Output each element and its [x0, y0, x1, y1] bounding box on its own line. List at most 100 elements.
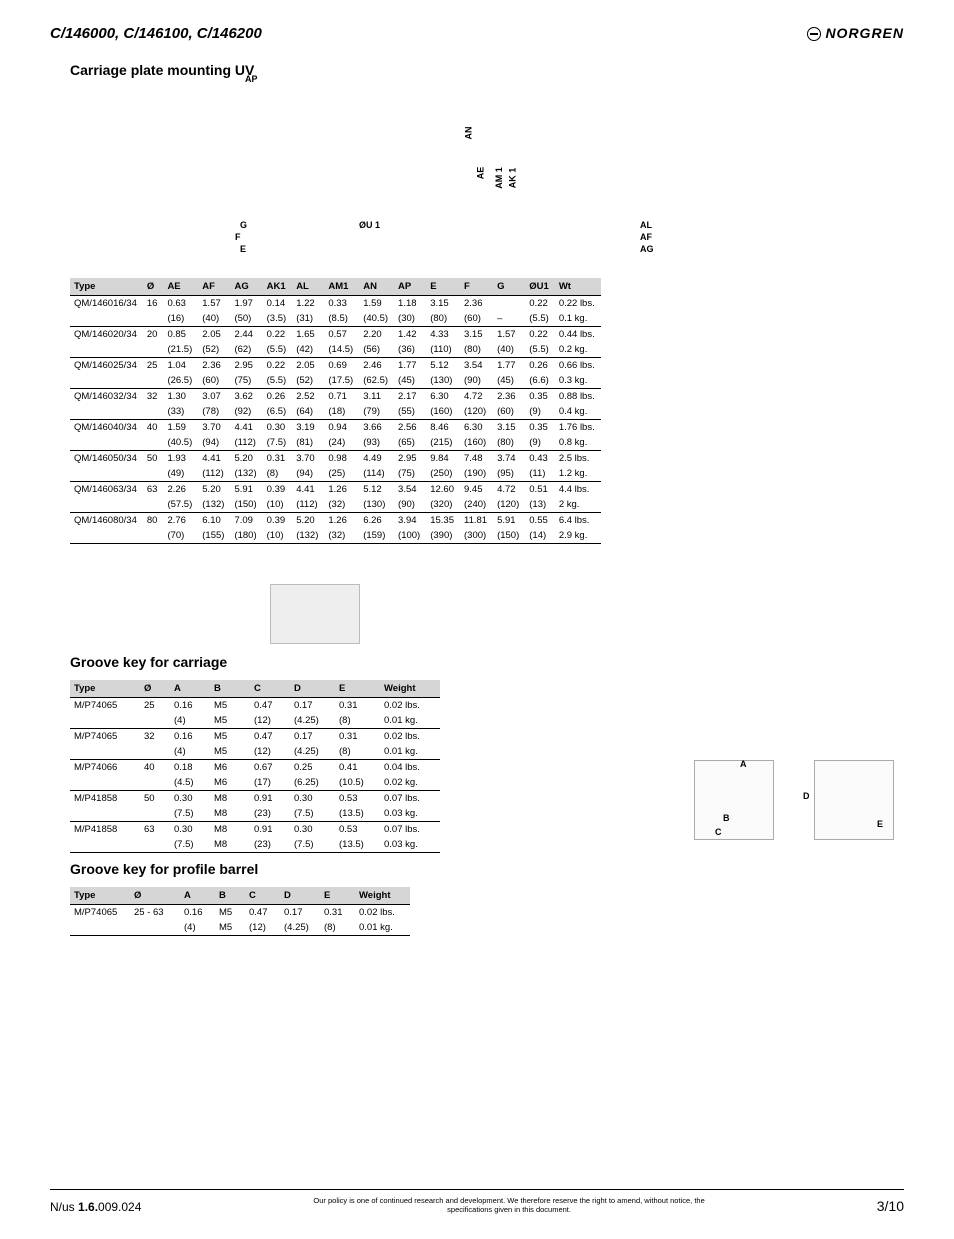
- table-header: D: [280, 887, 320, 905]
- groove-barrel-table: TypeØABCDEWeightM/P7406525 - 630.16M50.4…: [70, 887, 410, 936]
- table-row: (7.5)M8(23)(7.5)(13.5)0.03 kg.: [70, 806, 440, 822]
- table-row: QM/146032/34321.303.073.620.262.520.713.…: [70, 389, 601, 405]
- table-row: (49)(112)(132)(8)(94)(25)(114)(75)(250)(…: [70, 466, 601, 482]
- table-header: AP: [394, 278, 426, 296]
- table-header: F: [460, 278, 493, 296]
- table-row: QM/146025/34251.042.362.950.222.050.692.…: [70, 358, 601, 374]
- table-header: B: [210, 680, 250, 698]
- table-row: M/P7406525 - 630.16M50.470.170.310.02 lb…: [70, 905, 410, 921]
- table-header: E: [335, 680, 380, 698]
- small-diagram-side: D E: [814, 760, 894, 840]
- table-row: (26.5)(60)(75)(5.5)(52)(17.5)(62.5)(45)(…: [70, 373, 601, 389]
- table-header: E: [320, 887, 355, 905]
- dim-label: D: [803, 791, 810, 801]
- groove-key-image: [270, 584, 360, 644]
- table-header: C: [250, 680, 290, 698]
- table-header: E: [426, 278, 460, 296]
- table-row: (21.5)(52)(62)(5.5)(42)(14.5)(56)(36)(11…: [70, 342, 601, 358]
- table-row: (4)M5(12)(4.25)(8)0.01 kg.: [70, 920, 410, 936]
- table-header: Type: [70, 887, 130, 905]
- table-row: QM/146050/34501.934.415.200.313.700.984.…: [70, 451, 601, 467]
- dim-label: AF: [640, 232, 652, 242]
- brand-icon: [807, 27, 821, 41]
- document-title: C/146000, C/146100, C/146200: [50, 25, 262, 42]
- small-diagram-row: A B C D E: [694, 760, 894, 840]
- page-footer: N/us 1.6.009.024 Our policy is one of co…: [50, 1189, 904, 1214]
- table-header: B: [215, 887, 245, 905]
- table-header: AF: [198, 278, 230, 296]
- table-row: M/P41858630.30M80.910.300.530.07 lbs.: [70, 822, 440, 838]
- table-header: AK1: [263, 278, 293, 296]
- dim-label: E: [877, 819, 883, 829]
- table-header: Ø: [130, 887, 180, 905]
- carriage-plate-table: TypeØAEAFAGAK1ALAM1ANAPEFGØU1WtQM/146016…: [70, 278, 601, 544]
- table-header: A: [180, 887, 215, 905]
- table-row: (4)M5(12)(4.25)(8)0.01 kg.: [70, 744, 440, 760]
- brand-text: NORGREN: [825, 25, 904, 41]
- table-row: (33)(78)(92)(6.5)(64)(18)(79)(55)(160)(1…: [70, 404, 601, 420]
- table-row: M/P74065250.16M50.470.170.310.02 lbs.: [70, 698, 440, 714]
- table-row: (57.5)(132)(150)(10)(112)(32)(130)(90)(3…: [70, 497, 601, 513]
- table-row: M/P74065320.16M50.470.170.310.02 lbs.: [70, 729, 440, 745]
- table-row: (7.5)M8(23)(7.5)(13.5)0.03 kg.: [70, 837, 440, 853]
- table-header: Weight: [380, 680, 440, 698]
- dim-label: G: [240, 220, 247, 230]
- section-title-groove-barrel: Groove key for profile barrel: [70, 861, 904, 877]
- dim-label: AE: [475, 167, 485, 180]
- table-header: ØU1: [525, 278, 555, 296]
- dim-label: AM 1: [494, 167, 504, 189]
- table-row: QM/146040/34401.593.704.410.303.190.943.…: [70, 420, 601, 436]
- table-header: AN: [359, 278, 394, 296]
- diagram-front-view: AN AE AM 1 AK 1 AL AF AG: [480, 88, 750, 258]
- dim-label: AN: [464, 127, 474, 140]
- table-header: Type: [70, 680, 140, 698]
- table-header: C: [245, 887, 280, 905]
- dim-label: AL: [640, 220, 652, 230]
- dim-label: AG: [640, 244, 654, 254]
- small-diagram-top: A B C: [694, 760, 774, 840]
- table-header: AG: [230, 278, 262, 296]
- dim-label: AK 1: [507, 168, 517, 189]
- groove-carriage-table: TypeØABCDEWeightM/P74065250.16M50.470.17…: [70, 680, 440, 853]
- table-header: AE: [163, 278, 198, 296]
- table-row: QM/146020/34200.852.052.440.221.650.572.…: [70, 327, 601, 343]
- section-title-groove-carriage: Groove key for carriage: [70, 654, 904, 670]
- diagram-row: AP G F E ØU 1 AN AE AM 1 AK 1 AL AF AG: [120, 88, 904, 258]
- dim-label: F: [235, 232, 241, 242]
- table-row: QM/146080/34802.766.107.090.395.201.266.…: [70, 513, 601, 529]
- table-row: (40.5)(94)(112)(7.5)(81)(24)(93)(65)(215…: [70, 435, 601, 451]
- footer-doc-code: N/us 1.6.009.024: [50, 1200, 141, 1214]
- dim-label: A: [740, 759, 747, 769]
- table-header: Type: [70, 278, 143, 296]
- dim-label: E: [240, 244, 246, 254]
- table-row: (4.5)M6(17)(6.25)(10.5)0.02 kg.: [70, 775, 440, 791]
- table-header: AM1: [324, 278, 359, 296]
- table-header: Weight: [355, 887, 410, 905]
- dim-label: AP: [245, 74, 258, 84]
- table-header: Ø: [140, 680, 170, 698]
- footer-bold: 1.6.: [78, 1200, 98, 1214]
- table-header: G: [493, 278, 525, 296]
- section-title-carriage-plate: Carriage plate mounting UV: [70, 62, 904, 78]
- dim-label: ØU 1: [359, 220, 380, 230]
- table-header: Wt: [555, 278, 601, 296]
- diagram-side-view: AP G F E ØU 1: [120, 88, 400, 258]
- table-header: A: [170, 680, 210, 698]
- table-row: QM/146016/34160.631.571.970.141.220.331.…: [70, 296, 601, 312]
- table-header: D: [290, 680, 335, 698]
- table-row: (4)M5(12)(4.25)(8)0.01 kg.: [70, 713, 440, 729]
- table-row: (70)(155)(180)(10)(132)(32)(159)(100)(39…: [70, 528, 601, 544]
- table-row: M/P74066400.18M60.670.250.410.04 lbs.: [70, 760, 440, 776]
- table-header: Ø: [143, 278, 164, 296]
- footer-suffix: 009.024: [98, 1200, 141, 1214]
- footer-disclaimer: Our policy is one of continued research …: [309, 1196, 709, 1214]
- table-row: QM/146063/34632.265.205.910.394.411.265.…: [70, 482, 601, 498]
- dim-label: B: [723, 813, 730, 823]
- table-row: (16)(40)(50)(3.5)(31)(8.5)(40.5)(30)(80)…: [70, 311, 601, 327]
- footer-prefix: N/us: [50, 1200, 78, 1214]
- table-row: M/P41858500.30M80.910.300.530.07 lbs.: [70, 791, 440, 807]
- table-header: AL: [292, 278, 324, 296]
- brand-logo: NORGREN: [807, 25, 904, 41]
- footer-page-number: 3/10: [877, 1198, 904, 1214]
- dim-label: C: [715, 827, 722, 837]
